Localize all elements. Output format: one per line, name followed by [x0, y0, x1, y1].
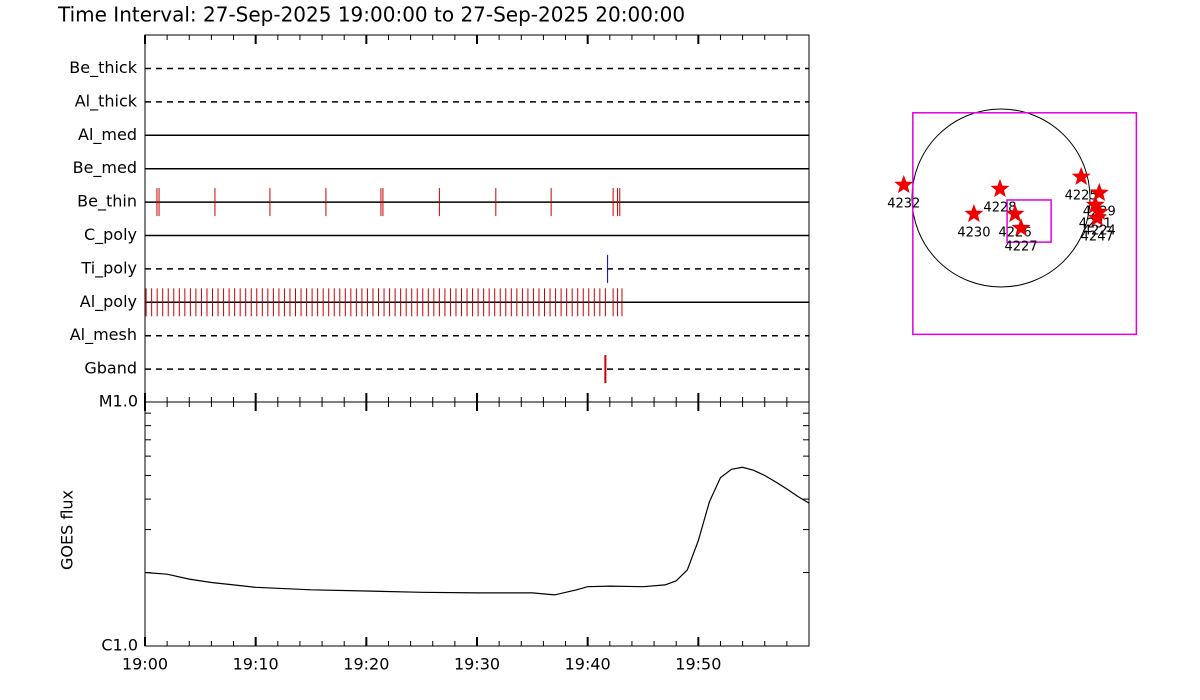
- y-tick-label: M1.0: [99, 392, 138, 411]
- region-star: [1005, 204, 1025, 223]
- chart-title: Time Interval: 27-Sep-2025 19:00:00 to 2…: [57, 3, 685, 27]
- row-label: Al_poly: [80, 292, 137, 312]
- region-label: 4230: [957, 226, 990, 241]
- row-label: Gband: [84, 359, 137, 378]
- row-label: Al_thick: [75, 91, 138, 111]
- region-star: [1089, 202, 1109, 221]
- x-tick-label: 19:10: [233, 655, 279, 674]
- region-label: 4227: [1005, 240, 1038, 255]
- region-star: [990, 179, 1010, 198]
- region-star: [964, 204, 984, 223]
- x-tick-label: 19:20: [343, 655, 389, 674]
- region-star: [1085, 195, 1105, 214]
- x-tick-label: 19:40: [565, 655, 611, 674]
- row-label: C_poly: [84, 225, 137, 245]
- timeline-frame: [144, 34, 810, 403]
- row-label: Ti_poly: [80, 258, 137, 278]
- row-label: Be_med: [73, 158, 137, 178]
- region-star: [1071, 166, 1091, 185]
- y-tick-label: C1.0: [101, 636, 138, 655]
- x-tick-label: 19:50: [675, 655, 721, 674]
- solar-disc: [911, 108, 1091, 288]
- row-label: Al_mesh: [70, 325, 137, 345]
- region-label: 4224: [1083, 224, 1116, 239]
- row-label: Be_thin: [77, 192, 137, 212]
- region-label: 4232: [887, 196, 920, 211]
- row-label: Al_med: [78, 125, 137, 145]
- fov-box: [912, 112, 1138, 336]
- region-label: 4231: [1079, 217, 1112, 232]
- region-star: [1011, 218, 1031, 237]
- region-star: [1089, 182, 1109, 201]
- region-star: [1087, 208, 1107, 227]
- row-label: Be_thick: [69, 58, 137, 78]
- region-label: 4247: [1081, 230, 1114, 245]
- goes-frame: [144, 401, 810, 647]
- fov-box: [1006, 199, 1052, 243]
- x-tick-label: 19:30: [454, 655, 500, 674]
- y-axis-label: GOES flux: [58, 490, 77, 570]
- region-label: 4225: [1065, 188, 1098, 203]
- x-tick-label: 19:00: [122, 655, 168, 674]
- goes-curve: [144, 466, 810, 596]
- region-star: [894, 175, 914, 194]
